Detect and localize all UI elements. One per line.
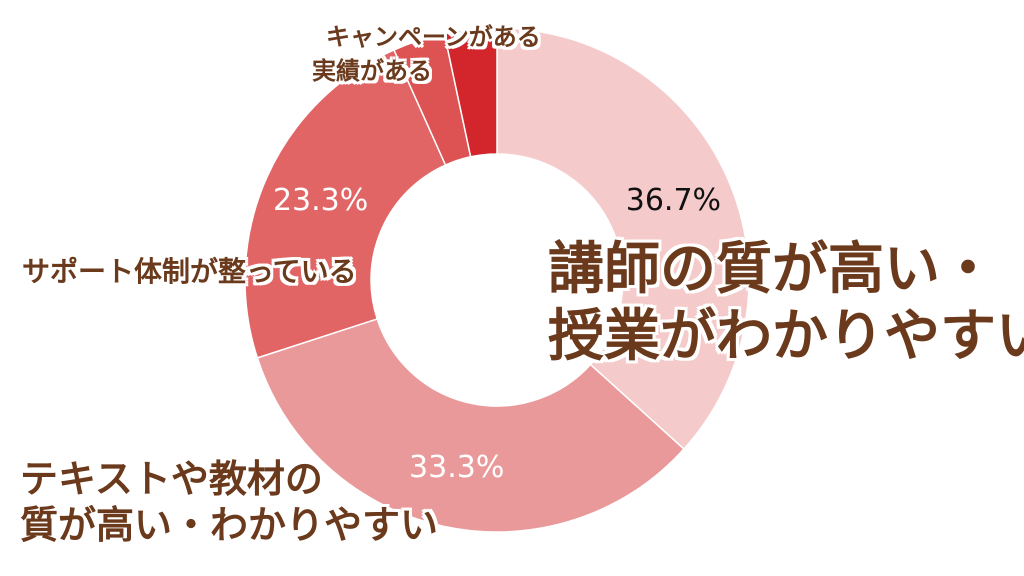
slice-campaign [443, 27, 498, 158]
slice-textbook-quality [256, 317, 685, 533]
value-label-textbook-quality: 33.3% [409, 450, 504, 485]
slice-label-support-system: サポート体制が整っている [22, 255, 357, 288]
value-labels: 36.7% 33.3% 23.3% [273, 183, 721, 485]
donut-slices [244, 27, 750, 533]
slice-label-support-system-line1: サポート体制が整っている [22, 255, 357, 288]
slice-label-track-record-line1: 実績がある [312, 57, 432, 85]
slice-label-textbook-quality-line2: 質が高い・わかりやすい [20, 503, 439, 548]
slice-label-track-record: 実績がある [312, 58, 432, 85]
slice-label-lecturer-quality: 講師の質が高い・ 授業がわかりやすい [548, 236, 1024, 370]
value-label-support-system: 23.3% [273, 183, 368, 218]
slice-label-textbook-quality: テキストや教材の 質が高い・わかりやすい [20, 456, 438, 549]
slice-label-textbook-quality-line1: テキストや教材の [20, 457, 323, 501]
slice-lecturer-quality [496, 27, 750, 451]
slice-label-campaign: キャンペーンがある [326, 24, 541, 51]
slice-label-lecturer-quality-line2: 授業がわかりやすい [548, 304, 1024, 370]
slice-label-lecturer-quality-line1: 講師の質が高い・ [548, 237, 996, 302]
slice-label-campaign-line1: キャンペーンがある [326, 23, 541, 51]
slice-support-system [244, 49, 447, 359]
value-label-lecturer-quality: 36.7% [626, 183, 721, 218]
